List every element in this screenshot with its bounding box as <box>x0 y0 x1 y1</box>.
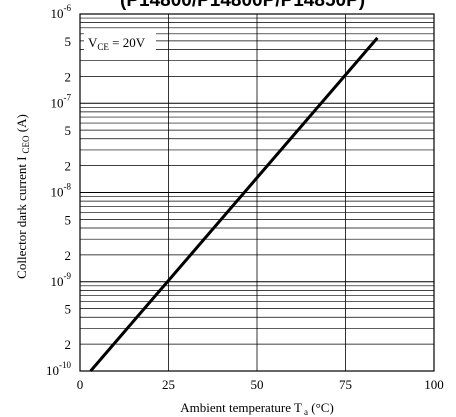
y-minor-tick-label: 2 <box>65 337 72 352</box>
y-tick-label: 10-7 <box>51 92 72 110</box>
y-minor-tick-label: 2 <box>65 248 72 263</box>
series-line <box>89 36 379 372</box>
y-tick-base: 10 <box>46 363 59 378</box>
y-minor-tick-label: 2 <box>65 159 72 174</box>
x-axis-label-sub: a <box>304 407 308 417</box>
y-tick-exponent: -8 <box>64 182 72 192</box>
y-tick-exponent: -6 <box>64 3 72 13</box>
x-tick-labels: 0 25 50 75 100 <box>77 377 444 392</box>
y-tick-label: 10-6 <box>51 3 72 21</box>
y-tick-label: 10-8 <box>51 182 72 200</box>
y-tick-base: 10 <box>51 6 64 21</box>
x-tick-label: 0 <box>77 377 84 392</box>
vce-annotation-prefix: V <box>88 35 98 50</box>
y-minor-tick-label: 5 <box>65 34 72 49</box>
y-tick-base: 10 <box>51 274 64 289</box>
x-axis-label-main: Ambient temperature T <box>180 400 302 415</box>
series-layer <box>89 36 379 372</box>
x-tick-label: 100 <box>424 377 444 392</box>
y-axis-label: Collector dark current I CEO (A) <box>14 114 31 279</box>
y-minor-tick-label: 5 <box>65 212 72 227</box>
annotation-background <box>84 32 156 54</box>
chart-title: (P14800/P14800P/P14850P) <box>120 0 365 11</box>
x-axis-label-unit: (°C) <box>308 400 334 415</box>
y-tick-label: 10-10 <box>46 360 71 378</box>
vce-annotation: VCE = 20V <box>88 35 146 52</box>
y-axis-label-unit: (A) <box>14 114 29 135</box>
y-tick-exponent: -7 <box>64 92 72 102</box>
x-tick-label: 50 <box>251 377 264 392</box>
x-tick-label: 75 <box>339 377 352 392</box>
y-tick-label: 10-9 <box>51 271 72 289</box>
vce-annotation-suffix: = 20V <box>109 35 146 50</box>
y-tick-base: 10 <box>51 185 64 200</box>
y-tick-base: 10 <box>51 95 64 110</box>
y-tick-exponent: -9 <box>64 271 72 281</box>
y-axis-label-main: Collector dark current I <box>14 156 29 278</box>
x-tick-label: 25 <box>162 377 175 392</box>
y-tick-exponent: -10 <box>59 360 71 370</box>
y-minor-tick-label: 5 <box>65 302 72 317</box>
y-axis-label-sub: CEO <box>21 135 31 154</box>
y-minor-tick-label: 2 <box>65 69 72 84</box>
y-minor-tick-label: 5 <box>65 123 72 138</box>
vce-annotation-sub: CE <box>97 42 109 52</box>
plot-frame <box>79 13 435 372</box>
grid <box>80 14 434 371</box>
